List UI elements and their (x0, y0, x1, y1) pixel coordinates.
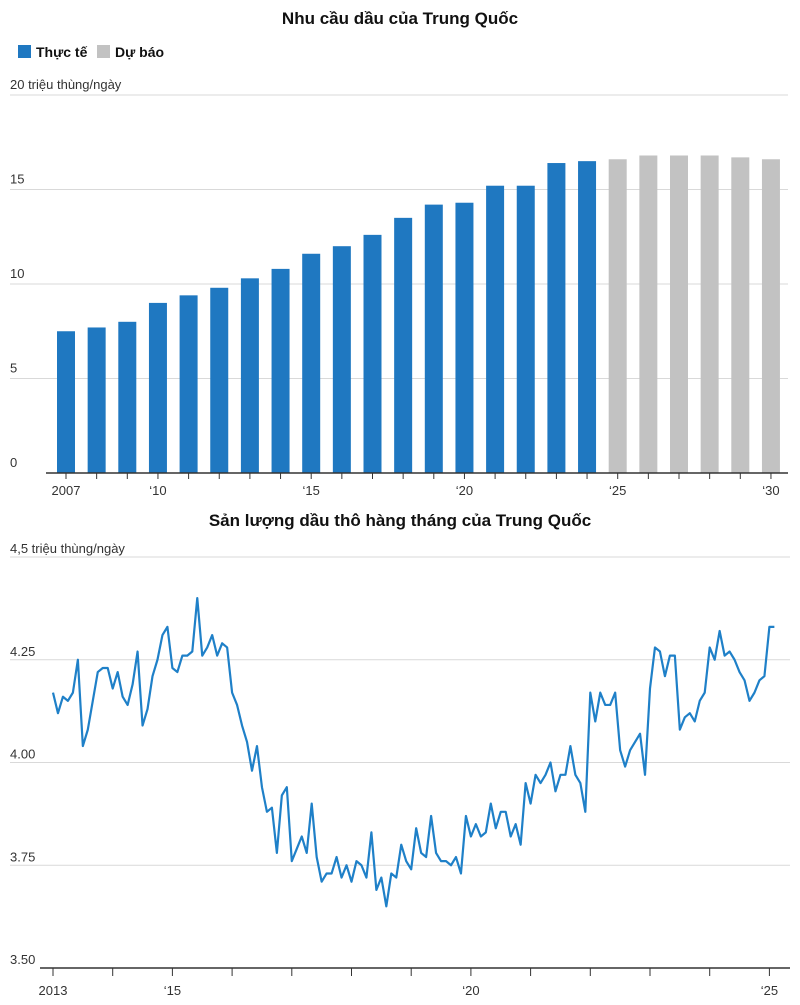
legend-swatch-forecast (97, 45, 110, 58)
bar-actual-2007 (57, 331, 75, 473)
bar-actual-2018 (394, 217, 413, 473)
bar-actual-2021 (486, 185, 505, 473)
bar-actual-2013 (240, 278, 259, 473)
y-tick-label: 10 (10, 266, 24, 281)
bar-actual-2012 (210, 287, 229, 473)
x-tick-label: ‘30 (762, 483, 779, 498)
bar-forecast-2027 (670, 155, 688, 474)
y-tick-label: 3.50 (10, 952, 35, 967)
legend: Thực tế Dự báo (18, 44, 164, 60)
x-tick-label: ‘10 (149, 483, 166, 498)
y-tick-label: 4,5 triệu thùng/ngày (10, 541, 125, 556)
legend-label-forecast: Dự báo (115, 44, 164, 60)
bar-actual-2016 (332, 246, 351, 473)
y-tick-label: 4.00 (10, 747, 35, 762)
x-tick-label: ‘20 (462, 983, 479, 998)
legend-label-actual: Thực tế (36, 44, 88, 60)
x-tick-label: ‘25 (761, 983, 778, 998)
x-tick-label: ‘20 (456, 483, 473, 498)
demand-chart-title: Nhu cầu dầu của Trung Quốc (282, 9, 518, 28)
bar-actual-2022 (516, 185, 535, 473)
production-chart-title: Sản lượng dầu thô hàng tháng của Trung Q… (209, 511, 591, 530)
production-chart: Sản lượng dầu thô hàng tháng của Trung Q… (10, 511, 790, 998)
y-tick-label: 3.75 (10, 849, 35, 864)
bar-actual-2009 (118, 321, 137, 473)
bar-actual-2024 (578, 161, 597, 473)
y-tick-label: 5 (10, 361, 17, 376)
bar-actual-2008 (87, 327, 106, 473)
y-tick-label: 0 (10, 455, 17, 470)
x-tick-label: ‘15 (303, 483, 320, 498)
x-tick-label: 2013 (39, 983, 68, 998)
legend-swatch-actual (18, 45, 31, 58)
bar-forecast-2030 (761, 159, 780, 473)
bar-forecast-2029 (731, 157, 750, 473)
bar-actual-2011 (179, 295, 198, 473)
x-tick-label: ‘25 (609, 483, 626, 498)
x-tick-label: 2007 (52, 483, 81, 498)
bar-actual-2020 (455, 202, 474, 474)
x-tick-label: ‘15 (164, 983, 181, 998)
production-series-line (51, 597, 775, 908)
y-tick-label: 20 triệu thùng/ngày (10, 77, 122, 92)
y-tick-label: 4.25 (10, 644, 35, 659)
bar-forecast-2025 (608, 159, 627, 473)
bar-actual-2019 (424, 204, 443, 473)
bar-forecast-2028 (700, 155, 719, 474)
bar-actual-2015 (302, 253, 321, 473)
bar-actual-2014 (271, 268, 290, 473)
bar-actual-2023 (547, 163, 566, 474)
demand-chart: Nhu cầu dầu của Trung Quốc Thực tế Dự bá… (10, 9, 788, 498)
y-tick-label: 15 (10, 172, 24, 187)
bar-actual-2010 (148, 302, 167, 473)
bar-actual-2017 (363, 234, 382, 473)
bar-forecast-2026 (639, 155, 658, 474)
